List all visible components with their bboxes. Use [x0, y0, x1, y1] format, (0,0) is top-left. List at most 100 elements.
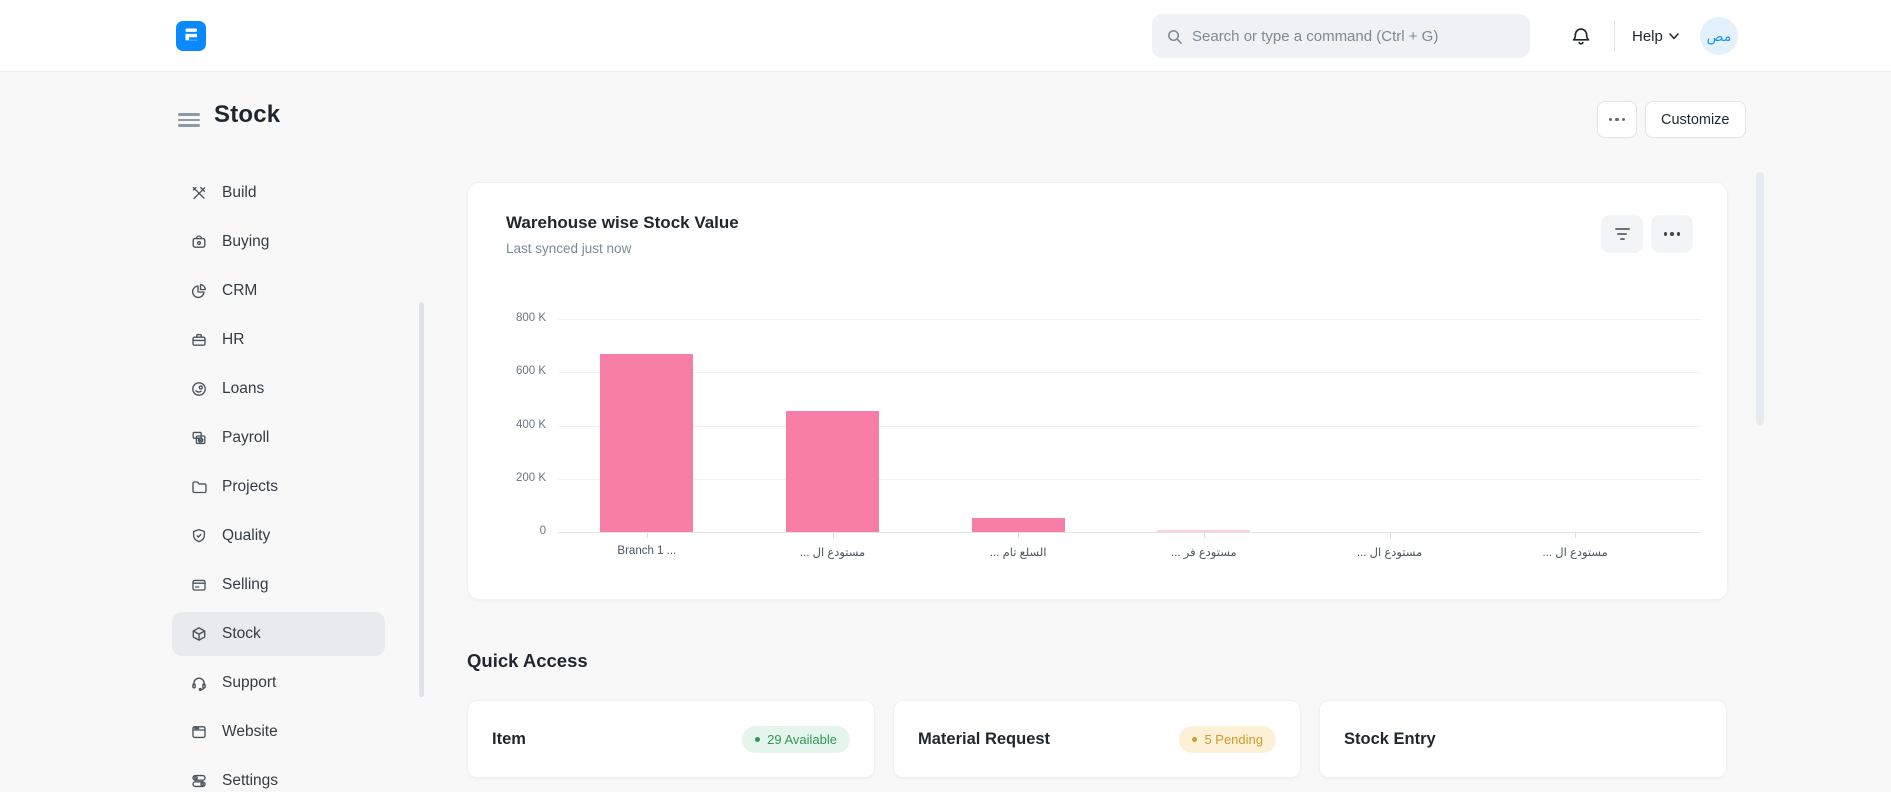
- chart-x-tick-label: Branch 1 ...: [617, 545, 677, 557]
- folder-icon: [190, 478, 208, 496]
- page-scrollbar[interactable]: [1756, 172, 1764, 425]
- sidebar-item-label: Payroll: [222, 429, 270, 446]
- quick-access-heading: Quick Access: [467, 650, 588, 671]
- quick-access-card-title: Material Request: [918, 729, 1051, 748]
- shield-check-icon: [190, 527, 208, 545]
- sidebar-item-buying[interactable]: Buying: [172, 220, 385, 264]
- help-label: Help: [1632, 28, 1663, 45]
- sell-card-icon: [190, 576, 208, 594]
- chevron-down-icon: [1669, 33, 1679, 40]
- sidebar-item-website[interactable]: Website: [172, 710, 385, 754]
- sidebar-item-quality[interactable]: Quality: [172, 514, 385, 558]
- sidebar-item-label: Quality: [222, 527, 271, 544]
- workspace-sidebar: Build Buying CRM HR Loans Payroll Projects Qual…: [172, 171, 385, 792]
- sidebar-item-stock[interactable]: Stock: [172, 612, 385, 656]
- sidebar-item-label: Selling: [222, 576, 269, 593]
- quick-access-card-stock-entry[interactable]: Stock Entry: [1319, 700, 1727, 778]
- customize-button[interactable]: Customize: [1645, 101, 1746, 138]
- sidebar-item-hr[interactable]: HR: [172, 318, 385, 362]
- chart-title: Warehouse wise Stock Value: [506, 213, 739, 232]
- sidebar-scrollbar[interactable]: [419, 302, 424, 697]
- chart-bar[interactable]: [971, 518, 1065, 532]
- sidebar-item-label: CRM: [222, 282, 258, 299]
- quick-access-card-title: Stock Entry: [1344, 729, 1436, 748]
- browser-icon: [190, 723, 208, 741]
- chart-x-tick-label: ... مستودع ال: [1542, 547, 1608, 559]
- bag-icon: [190, 233, 208, 251]
- status-badge: 29 Available: [742, 725, 850, 753]
- search-icon: [1168, 29, 1182, 44]
- global-search-input[interactable]: Search or type a command (Ctrl + G): [1152, 14, 1530, 58]
- status-badge-label: 5 Pending: [1204, 731, 1263, 747]
- chart-bar[interactable]: [786, 411, 879, 532]
- sidebar-item-label: Stock: [222, 625, 261, 642]
- sidebar-item-label: Projects: [222, 478, 278, 495]
- chart-filter-button[interactable]: [1601, 215, 1643, 253]
- sidebar-item-settings[interactable]: Settings: [172, 759, 385, 792]
- chart-y-tick-label: 400 K: [515, 418, 546, 431]
- quick-access-card-item[interactable]: Item 29 Available: [467, 700, 875, 778]
- page-more-button[interactable]: [1597, 101, 1637, 138]
- sidebar-item-projects[interactable]: Projects: [172, 465, 385, 509]
- sidebar-item-label: Loans: [222, 380, 265, 397]
- sidebar-item-payroll[interactable]: Payroll: [172, 416, 385, 460]
- sidebar-item-crm[interactable]: CRM: [172, 269, 385, 313]
- search-placeholder: Search or type a command (Ctrl + G): [1192, 27, 1439, 45]
- chart-bar[interactable]: [600, 354, 694, 532]
- chart-gridline: [558, 478, 1701, 480]
- quick-access-card-title: Item: [492, 729, 526, 748]
- avatar-initials: مص: [1706, 27, 1732, 44]
- status-badge: 5 Pending: [1179, 725, 1276, 753]
- sidebar-item-label: Build: [222, 184, 257, 201]
- chart-x-tick: [1575, 533, 1577, 538]
- page-title: Stock: [214, 101, 281, 128]
- headset-icon: [190, 674, 208, 692]
- chart-gridline: [558, 425, 1701, 427]
- tools-icon: [190, 184, 208, 202]
- quick-access-card-material-request[interactable]: Material Request 5 Pending: [893, 700, 1301, 778]
- chart-x-tick: [1203, 533, 1205, 538]
- sidebar-item-label: Buying: [222, 233, 270, 250]
- sidebar-item-label: Website: [222, 723, 278, 740]
- chart-y-tick-label: 600 K: [515, 365, 546, 378]
- chart-x-tick: [1018, 533, 1020, 538]
- payroll-icon: [190, 429, 208, 447]
- briefcase-icon: [190, 331, 208, 349]
- app-logo[interactable]: [176, 21, 206, 51]
- sidebar-item-selling[interactable]: Selling: [172, 563, 385, 607]
- page-actions: Customize: [1597, 101, 1746, 138]
- chart-x-tick-label: ... مستودع ال: [799, 547, 866, 559]
- toggles-icon: [190, 772, 208, 790]
- notifications-button[interactable]: [1562, 20, 1600, 54]
- status-dot: [755, 736, 761, 742]
- bar-chart-plot: 800 K 600 K 400 K 200 K 0 Branch 1 ... ... مست…: [468, 183, 1727, 599]
- loan-coin-icon: [190, 380, 208, 398]
- sidebar-item-loans[interactable]: Loans: [172, 367, 385, 411]
- top-navbar: Search or type a command (Ctrl + G) Help…: [0, 0, 1891, 72]
- chart-y-tick-label: 0: [539, 525, 546, 537]
- erpnext-logo-icon: [176, 21, 206, 51]
- chart-bar[interactable]: [1157, 530, 1251, 532]
- filter-icon: [1614, 227, 1630, 241]
- chart-gridline: [558, 372, 1701, 374]
- sidebar-item-build[interactable]: Build: [172, 171, 385, 215]
- chart-card-warehouse-stock-value: Warehouse wise Stock Value Last synced j…: [467, 182, 1728, 600]
- chart-x-tick: [646, 533, 648, 538]
- help-menu[interactable]: Help: [1632, 21, 1679, 52]
- chart-x-tick: [1389, 533, 1391, 538]
- chart-gridline: [558, 319, 1701, 320]
- pie-chart-icon: [190, 282, 208, 300]
- user-avatar[interactable]: مص: [1700, 17, 1738, 55]
- sidebar-item-support[interactable]: Support: [172, 661, 385, 705]
- chart-gridline: [558, 532, 1701, 533]
- bell-icon: [1572, 28, 1590, 45]
- sidebar-item-label: HR: [222, 331, 245, 348]
- chart-y-tick-label: 200 K: [515, 471, 546, 484]
- status-dot: [1192, 736, 1198, 742]
- sidebar-item-label: Support: [222, 674, 277, 691]
- quick-access-cards: Item 29 Available Material Request 5 Pendin…: [467, 700, 1727, 778]
- chart-y-tick-label: 800 K: [515, 312, 546, 324]
- sidebar-toggle-button[interactable]: [178, 110, 202, 130]
- chart-more-button[interactable]: [1651, 215, 1693, 253]
